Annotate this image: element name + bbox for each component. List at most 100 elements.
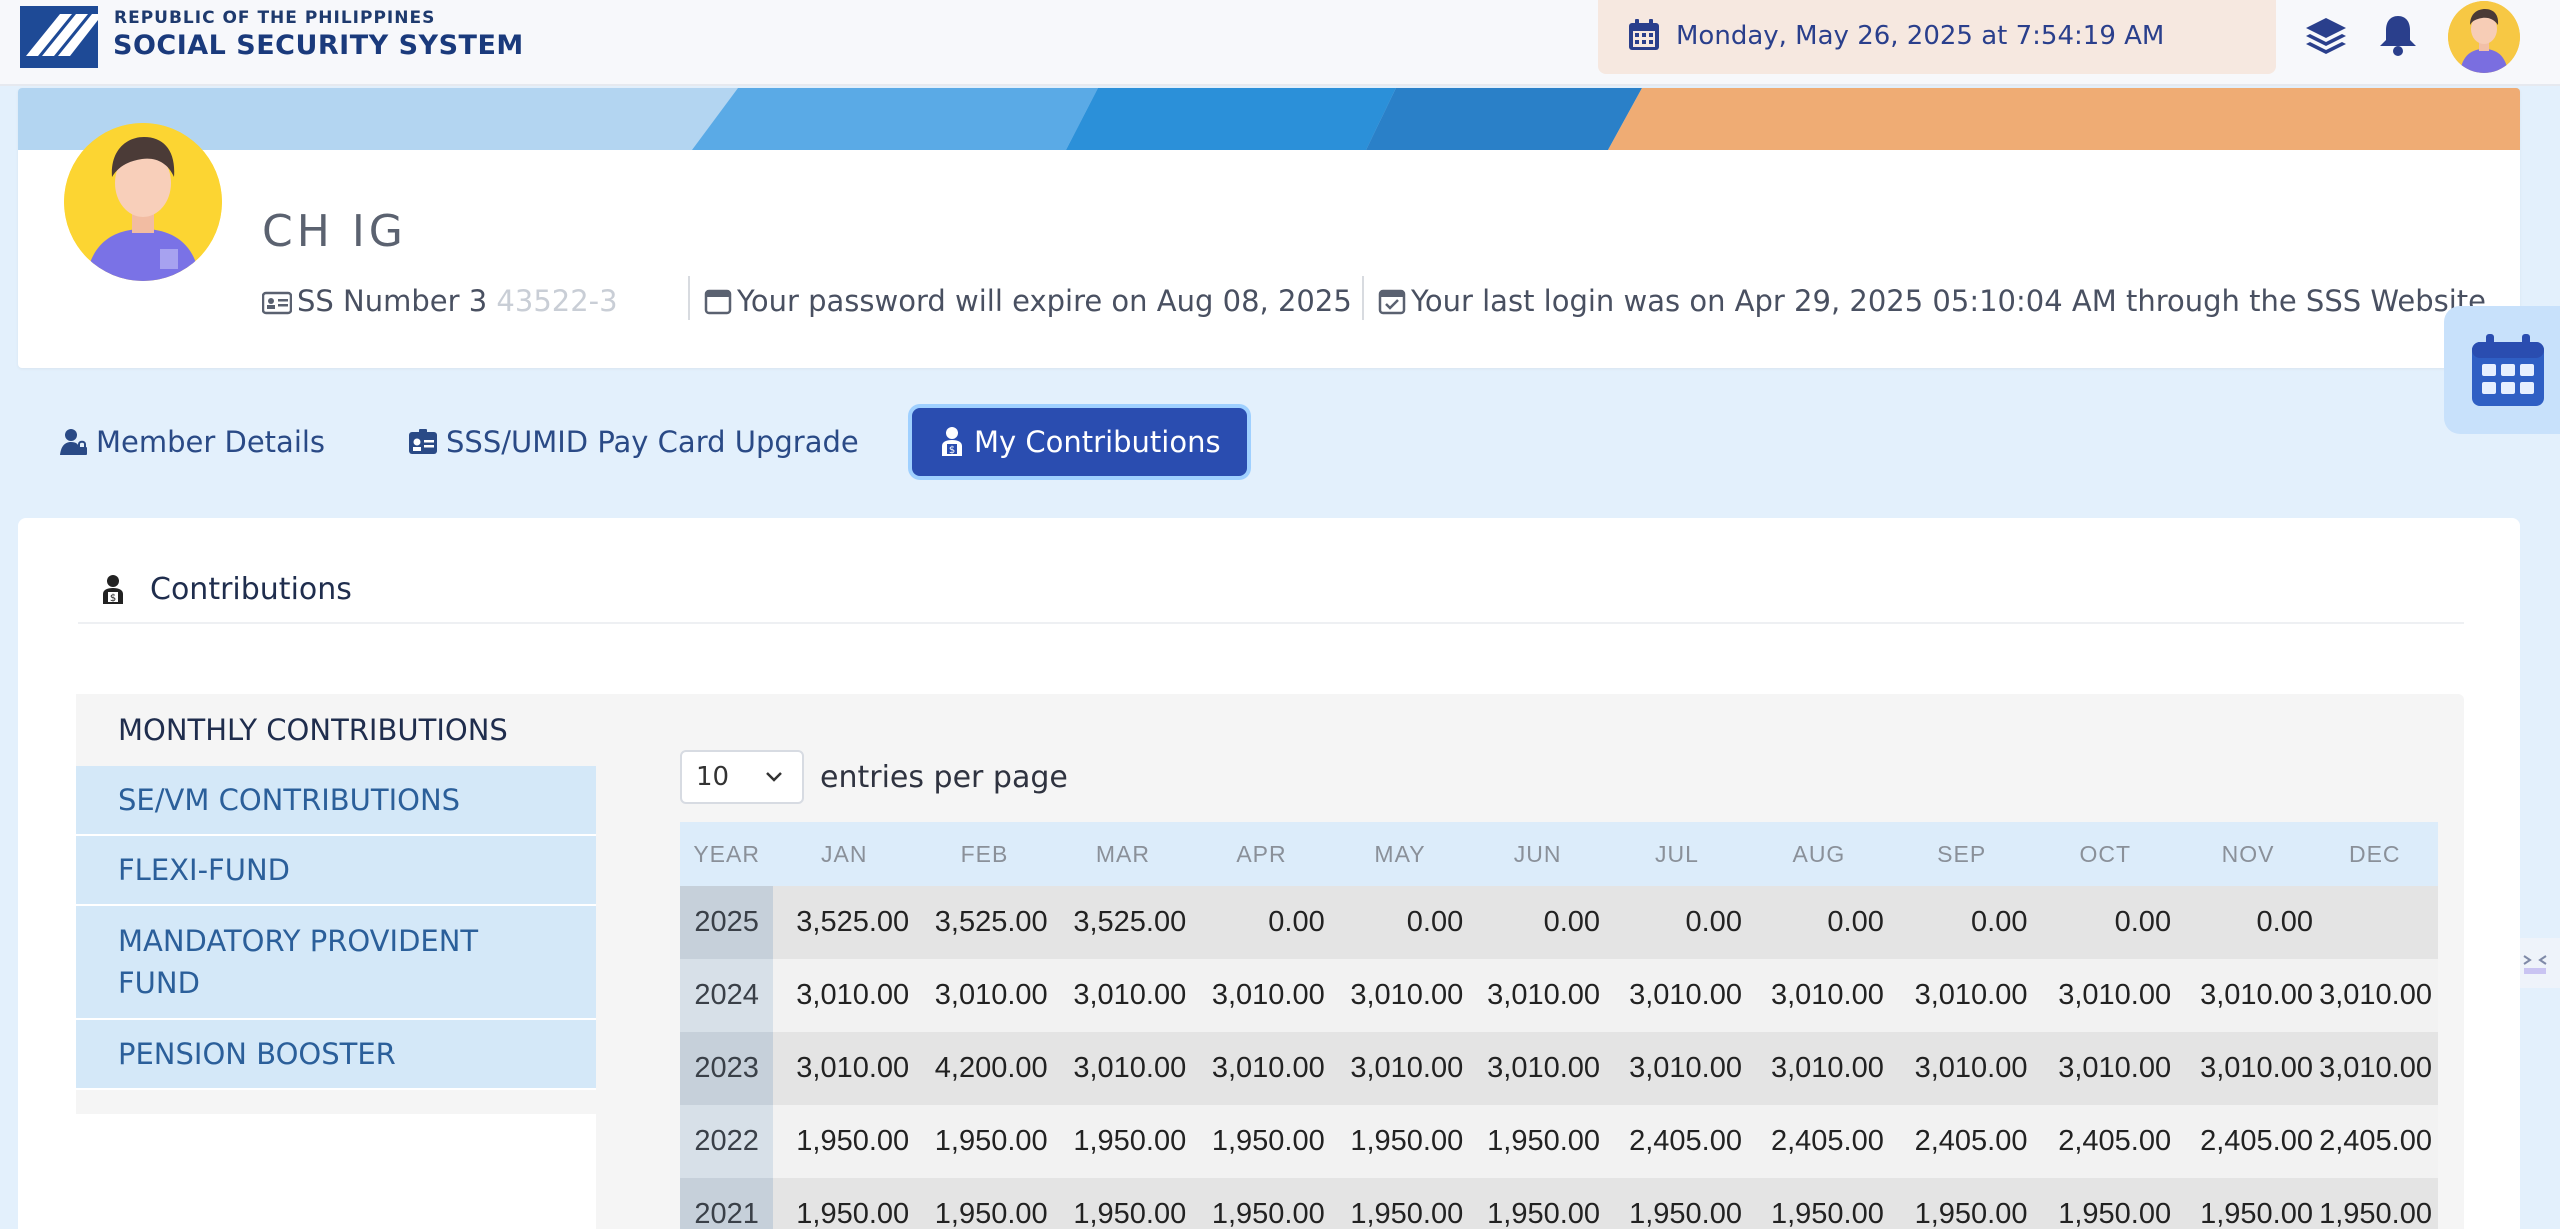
layers-icon[interactable]	[2302, 12, 2350, 58]
column-header[interactable]: AUG	[1747, 822, 1890, 886]
contribution-cell: 3,010.00	[1469, 1032, 1607, 1105]
column-header[interactable]: YEAR	[680, 822, 774, 886]
user-avatar[interactable]	[2448, 1, 2520, 73]
contribution-cell: 1,950.00	[1469, 1178, 1607, 1229]
contribution-cell: 1,950.00	[1053, 1178, 1193, 1229]
divider	[688, 276, 690, 320]
divider	[1362, 276, 1364, 320]
year-cell: 2024	[680, 959, 774, 1032]
chevron-down-icon	[766, 772, 782, 782]
contribution-cell: 3,010.00	[1192, 1032, 1331, 1105]
contribution-cell: 3,010.00	[1889, 1032, 2034, 1105]
contribution-cell: 3,010.00	[1192, 959, 1331, 1032]
contribution-cell: 3,010.00	[773, 1032, 916, 1105]
contribution-cell: 1,950.00	[1747, 1178, 1890, 1229]
column-header[interactable]: JUN	[1469, 822, 1607, 886]
profile-banner	[18, 88, 2520, 150]
contribution-cell: 0.00	[2033, 886, 2178, 959]
column-header[interactable]: FEB	[915, 822, 1054, 886]
contribution-cell: 0.00	[1330, 886, 1470, 959]
contribution-cell: 1,950.00	[2177, 1178, 2319, 1229]
year-cell: 2025	[680, 886, 774, 959]
datetime-text: Monday, May 26, 2025 at 7:54:19 AM	[1676, 21, 2165, 51]
contribution-cell: 3,010.00	[1747, 1032, 1890, 1105]
contribution-cell: 0.00	[1747, 886, 1890, 959]
profile-avatar	[64, 123, 222, 281]
entries-select[interactable]: 10	[680, 750, 804, 804]
sss-logo-icon[interactable]	[20, 6, 98, 68]
contribution-cell: 3,010.00	[2177, 959, 2319, 1032]
contribution-cell: 3,010.00	[2318, 959, 2438, 1032]
tab-my-contributions[interactable]: $ My Contributions	[912, 408, 1247, 476]
column-header[interactable]: APR	[1192, 822, 1331, 886]
tab-pay-card-upgrade[interactable]: SSS/UMID Pay Card Upgrade	[408, 408, 859, 476]
contribution-cell: 1,950.00	[915, 1105, 1054, 1178]
column-header[interactable]: MAY	[1330, 822, 1470, 886]
contributions-card: $ Contributions MONTHLY CONTRIBUTIONS SE…	[18, 518, 2520, 1229]
contribution-cell: 2,405.00	[1606, 1105, 1748, 1178]
table-row: 2022 1,950.00 1,950.00 1,950.00 1,950.00 1,95…	[680, 1105, 2438, 1178]
table-row: 2021 1,950.00 1,950.00 1,950.00 1,950.00 1,95…	[680, 1178, 2438, 1229]
menu-heading[interactable]: MONTHLY CONTRIBUTIONS	[76, 694, 596, 766]
column-header[interactable]: DEC	[2318, 822, 2438, 886]
menu-spacer	[76, 1114, 596, 1229]
menu-item-pension-booster[interactable]: PENSION BOOSTER	[76, 1020, 596, 1090]
contribution-cell: 0.00	[2177, 886, 2319, 959]
contribution-cell: 1,950.00	[1606, 1178, 1748, 1229]
contribution-icon: $	[103, 574, 123, 604]
contribution-cell: 1,950.00	[1330, 1105, 1470, 1178]
password-expiry: Your password will expire on Aug 08, 202…	[704, 284, 1352, 318]
contribution-cell: 3,525.00	[1053, 886, 1193, 959]
contribution-cell: 2,405.00	[2318, 1105, 2438, 1178]
contribution-cell: 1,950.00	[1469, 1105, 1607, 1178]
tab-member-details[interactable]: Member Details	[60, 408, 325, 476]
column-header[interactable]: OCT	[2033, 822, 2178, 886]
contribution-cell: 4,200.00	[915, 1032, 1054, 1105]
contribution-cell: 3,010.00	[1330, 959, 1470, 1032]
contribution-cell: 3,010.00	[1606, 1032, 1748, 1105]
calendar-grid-icon	[2472, 334, 2544, 406]
menu-item-label: MANDATORY PROVIDENT FUND	[118, 924, 479, 1000]
column-header[interactable]: MAR	[1053, 822, 1193, 886]
contributions-panel: MONTHLY CONTRIBUTIONS SE/VM CONTRIBUTION…	[76, 694, 2464, 1229]
contribution-cell: 3,010.00	[1330, 1032, 1470, 1105]
contribution-cell: 0.00	[1606, 886, 1748, 959]
column-header[interactable]: SEP	[1889, 822, 2034, 886]
floating-calendar-button[interactable]	[2444, 306, 2560, 434]
code-arrows-icon	[2523, 955, 2547, 974]
contribution-cell: 3,010.00	[1469, 959, 1607, 1032]
contribution-cell: 2,405.00	[2177, 1105, 2319, 1178]
contribution-cell: 1,950.00	[1330, 1178, 1470, 1229]
datetime-box: Monday, May 26, 2025 at 7:54:19 AM	[1598, 0, 2276, 74]
contribution-cell: 3,525.00	[773, 886, 916, 959]
contribution-cell: 3,010.00	[2318, 1032, 2438, 1105]
menu-item-mandatory-provident-fund[interactable]: MANDATORY PROVIDENT FUND	[76, 906, 596, 1020]
ss-number: SS Number 3 43522-3	[261, 284, 618, 318]
column-header[interactable]: JUL	[1606, 822, 1748, 886]
table-row: 2025 3,525.00 3,525.00 3,525.00 0.00 0.00 0.00…	[680, 886, 2438, 959]
menu-item-flexi-fund[interactable]: FLEXI-FUND	[76, 836, 596, 906]
contribution-cell: 1,950.00	[2033, 1178, 2178, 1229]
contribution-cell: 3,010.00	[1747, 959, 1890, 1032]
profile-card: CH IG SS Number 3 43522-3 Your password …	[18, 88, 2520, 368]
brand-subtitle: REPUBLIC OF THE PHILIPPINES	[114, 8, 436, 28]
column-header[interactable]: NOV	[2177, 822, 2319, 886]
contribution-cell: 1,950.00	[1053, 1105, 1193, 1178]
entries-control: 10 entries per page	[680, 750, 1068, 804]
calendar-icon	[1629, 19, 1659, 50]
contribution-cell: 1,950.00	[1889, 1178, 2034, 1229]
contribution-cell: 2,405.00	[1747, 1105, 1890, 1178]
svg-text:$: $	[110, 593, 116, 604]
contributions-table-wrap[interactable]: YEAR JAN FEB MAR APR MAY JUN JUL AUG SEP…	[680, 822, 2438, 1229]
table-row: 2023 3,010.00 4,200.00 3,010.00 3,010.00 3,01…	[680, 1032, 2438, 1105]
contribution-cell: 1,950.00	[1192, 1105, 1331, 1178]
year-cell: 2023	[680, 1032, 774, 1105]
contribution-cell: 1,950.00	[773, 1178, 916, 1229]
contribution-cell: 0.00	[1469, 886, 1607, 959]
contribution-cell: 3,010.00	[2177, 1032, 2319, 1105]
contribution-icon: $	[942, 427, 962, 456]
menu-item-se-vm-contributions[interactable]: SE/VM CONTRIBUTIONS	[76, 766, 596, 836]
contribution-cell: 3,010.00	[1053, 1032, 1193, 1105]
column-header[interactable]: JAN	[773, 822, 916, 886]
bell-icon[interactable]	[2374, 12, 2422, 58]
